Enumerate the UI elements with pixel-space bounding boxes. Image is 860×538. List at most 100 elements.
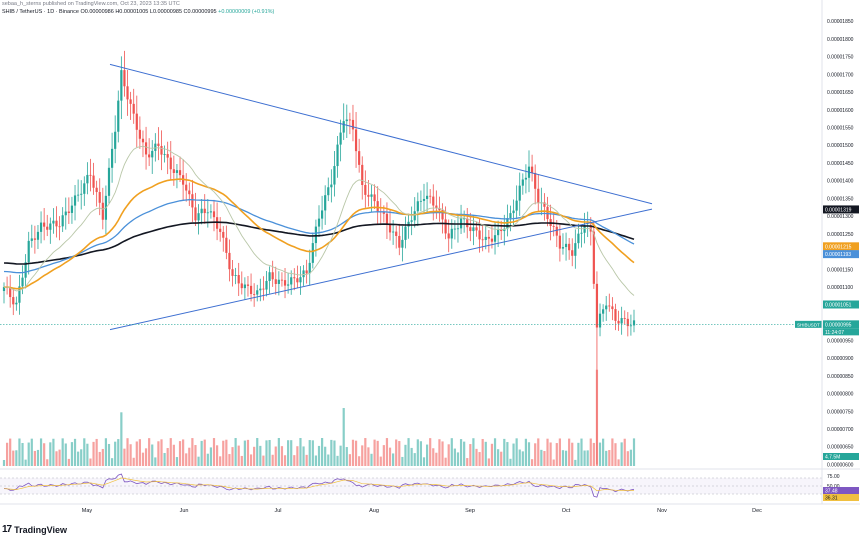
volume-bar xyxy=(608,450,611,466)
candle-body xyxy=(73,195,77,206)
volume-bar xyxy=(478,452,481,466)
candle-body xyxy=(524,177,528,180)
candle-body xyxy=(246,284,250,286)
candle-body xyxy=(2,287,6,292)
candle-body xyxy=(52,220,55,224)
candle-body xyxy=(101,202,104,220)
candle-body xyxy=(611,306,614,310)
volume-bar xyxy=(552,459,555,466)
candle-body xyxy=(543,202,546,207)
volume-bar xyxy=(274,446,277,466)
volume-bar xyxy=(203,439,206,466)
price-label-bg-ema100 xyxy=(823,250,859,259)
candle-body xyxy=(419,200,423,202)
candle-body xyxy=(46,226,49,230)
volume-bar xyxy=(432,448,435,466)
candle-body xyxy=(364,184,367,195)
candle-body xyxy=(36,231,40,240)
y-tick-label: 0.00001800 xyxy=(827,37,854,43)
candle-body xyxy=(132,103,135,114)
candle-body xyxy=(175,170,179,173)
volume-bar xyxy=(515,438,518,466)
volume-label: 4.7.5M xyxy=(825,455,840,461)
publish-caption: sebaa_h_sterns published on TradingView.… xyxy=(2,1,180,7)
candle-body xyxy=(212,211,216,218)
tradingview-brand: 17 TradingView xyxy=(2,524,67,535)
volume-bar xyxy=(429,438,432,466)
candle-body xyxy=(188,190,191,195)
candle-body xyxy=(392,231,395,233)
candle-body xyxy=(595,283,599,328)
candle-body xyxy=(435,205,438,209)
candle-body xyxy=(330,184,333,188)
volume-bar xyxy=(52,438,55,466)
volume-bar xyxy=(602,438,605,466)
volume-bar xyxy=(422,457,426,466)
candle-body xyxy=(463,218,466,220)
candle-body xyxy=(308,262,311,274)
volume-bar xyxy=(469,444,472,466)
volume-bar xyxy=(537,438,540,466)
volume-bar xyxy=(481,438,484,466)
volume-bar xyxy=(395,439,398,466)
candle-body xyxy=(388,224,392,233)
volume-bar xyxy=(490,443,494,466)
candle-body xyxy=(629,325,633,327)
candle-body xyxy=(497,229,500,236)
candle-body xyxy=(602,309,605,314)
volume-bar xyxy=(231,447,234,466)
candle-body xyxy=(144,142,148,155)
volume-bar xyxy=(311,440,314,466)
volume-bar xyxy=(317,445,321,466)
candle-body xyxy=(398,235,401,248)
candle-body xyxy=(317,218,321,227)
candle-body xyxy=(95,187,98,193)
y-tick-label: 0.00001100 xyxy=(827,285,853,291)
candle-body xyxy=(493,235,497,242)
volume-bar xyxy=(524,438,528,466)
volume-bar xyxy=(246,439,250,466)
candle-body xyxy=(351,119,355,130)
volume-bar xyxy=(163,452,166,466)
candle-body xyxy=(336,144,339,167)
candle-body xyxy=(117,100,120,132)
candle-body xyxy=(574,243,577,256)
candle-body xyxy=(225,237,228,253)
candle-body xyxy=(265,280,268,290)
volume-bar xyxy=(503,438,506,466)
ema20-line xyxy=(4,145,635,296)
candle-body xyxy=(15,302,18,305)
volume-bar xyxy=(228,454,231,466)
y-tick-label: 0.00001600 xyxy=(827,108,854,114)
volume-bar xyxy=(101,448,104,466)
rsi-tick-label: 75.00 xyxy=(827,474,840,480)
rsi-line xyxy=(3,473,635,498)
volume-bar xyxy=(95,438,98,466)
volume-bar xyxy=(314,455,318,466)
candle-body xyxy=(157,143,160,146)
volume-bar xyxy=(209,447,213,466)
rsi-ma-value-label: 36.31 xyxy=(825,496,838,502)
volume-bar xyxy=(407,438,410,466)
candle-body xyxy=(614,309,617,321)
volume-bar xyxy=(222,440,225,466)
volume-bar xyxy=(370,453,373,466)
volume-bar xyxy=(178,441,182,466)
volume-bar xyxy=(305,454,308,466)
volume-bar xyxy=(191,438,194,466)
volume-bar xyxy=(632,438,636,466)
candle-body xyxy=(623,318,626,319)
candle-body xyxy=(626,318,629,327)
x-tick-label: Jun xyxy=(180,508,189,514)
volume-bar xyxy=(104,438,108,466)
candle-body xyxy=(293,277,296,279)
candle-body xyxy=(425,195,429,199)
candle-body xyxy=(608,305,611,307)
candle-body xyxy=(151,150,154,158)
volume-bar xyxy=(589,438,592,466)
candle-body xyxy=(311,243,314,263)
volume-bar xyxy=(89,458,92,466)
candle-body xyxy=(92,175,95,188)
